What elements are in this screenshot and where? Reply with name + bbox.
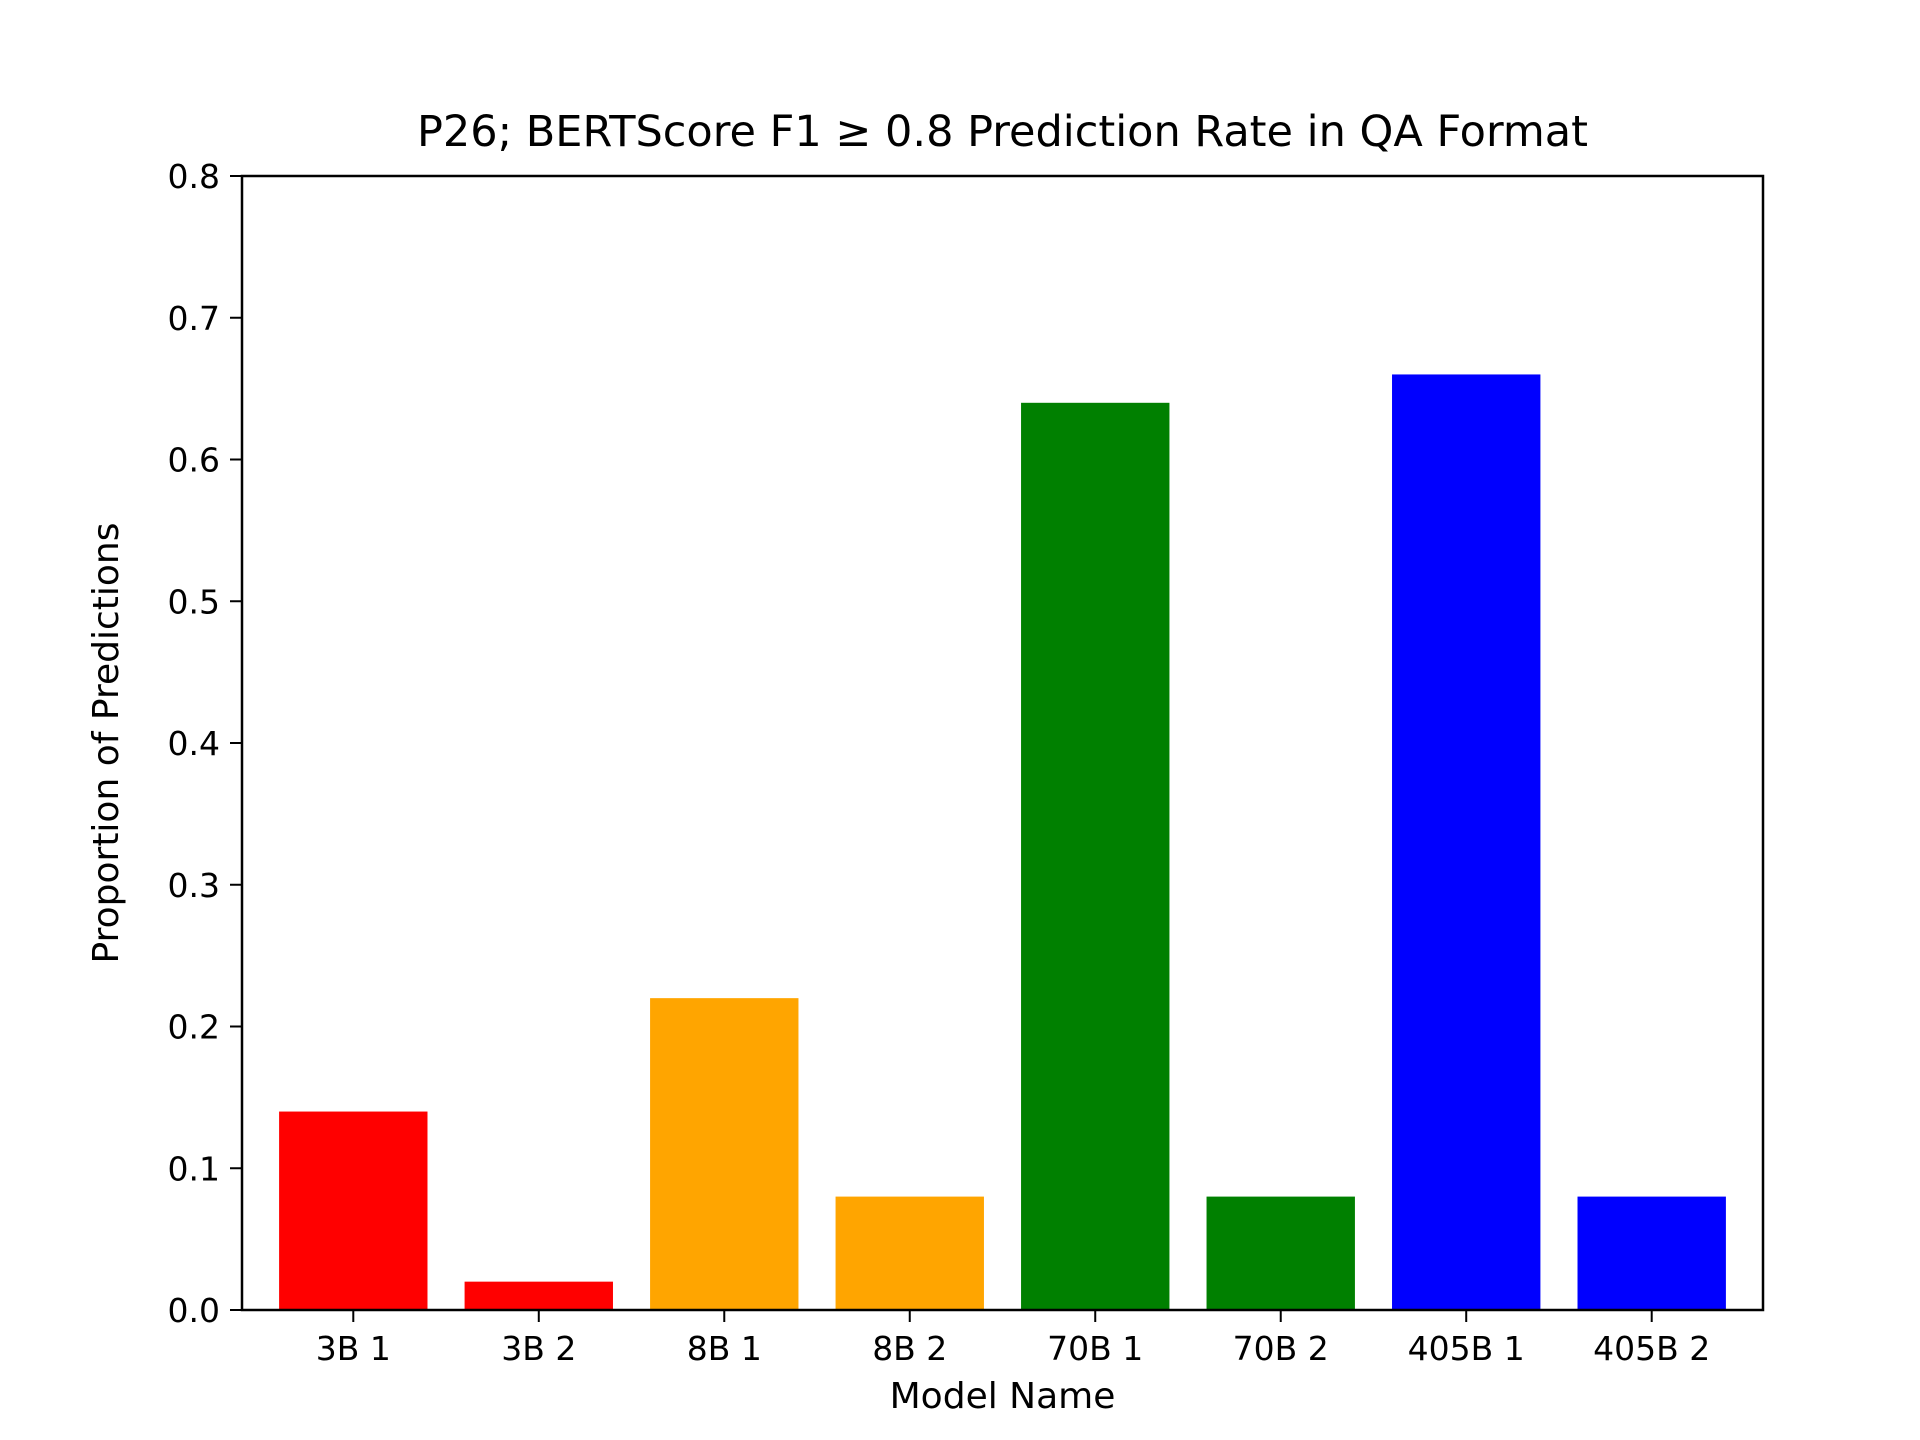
y-tick-label: 0.0: [168, 1291, 220, 1330]
bar-8b-1: [650, 998, 799, 1310]
y-tick-label: 0.5: [168, 582, 220, 621]
y-tick-label: 0.7: [168, 299, 220, 338]
x-tick-label: 3B 2: [501, 1329, 576, 1368]
plot-frame: [240, 174, 1765, 1312]
x-tick-label: 3B 1: [316, 1329, 391, 1368]
bar-405b-2: [1577, 1196, 1726, 1310]
bar-70b-1: [1021, 402, 1170, 1310]
bar-3b-1: [279, 1111, 428, 1310]
x-tick-label: 405B 2: [1593, 1329, 1710, 1368]
bars-group: [279, 374, 1726, 1310]
y-tick-label: 0.8: [168, 157, 220, 196]
y-tick-label: 0.4: [168, 724, 220, 763]
bar-3b-2: [464, 1281, 613, 1310]
chart-title: P26; BERTScore F1 ≥ 0.8 Prediction Rate …: [417, 107, 1588, 157]
y-tick-label: 0.3: [168, 866, 220, 905]
bar-70b-2: [1206, 1196, 1355, 1310]
x-tick-label: 70B 1: [1047, 1329, 1143, 1368]
x-tick-label: 405B 1: [1408, 1329, 1525, 1368]
x-tick-label: 8B 1: [687, 1329, 762, 1368]
y-tick-label: 0.6: [168, 441, 220, 480]
bar-405b-1: [1392, 374, 1541, 1310]
x-tick-label: 70B 2: [1233, 1329, 1329, 1368]
y-axis-label: Proportion of Predictions: [86, 523, 127, 964]
bar-8b-2: [835, 1196, 984, 1310]
x-ticks-group: 3B 1 3B 2 8B 1 8B 2 70B 1 70B 2 405B 1 405B 2: [316, 1310, 1710, 1368]
x-tick-label: 8B 2: [872, 1329, 947, 1368]
y-ticks-group: 0.0 0.1 0.2 0.3 0.4 0.5 0.6 0.7 0.8: [168, 157, 242, 1330]
y-tick-label: 0.2: [168, 1008, 220, 1047]
y-tick-label: 0.1: [168, 1149, 220, 1188]
x-axis-label: Model Name: [890, 1376, 1116, 1417]
